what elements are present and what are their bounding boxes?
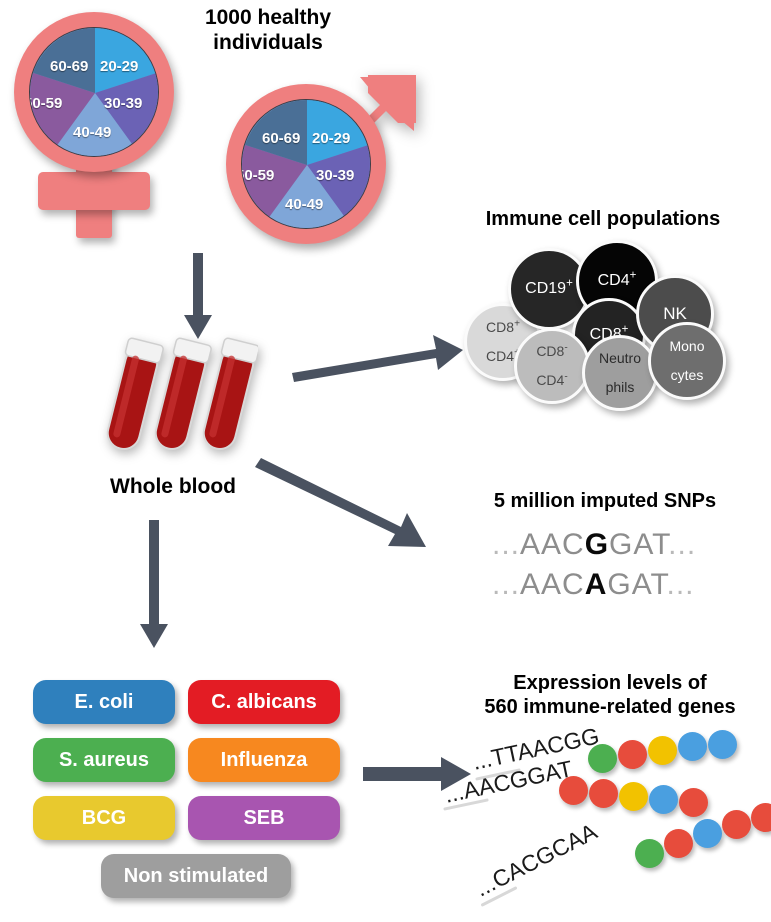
snp2-right: GAT xyxy=(607,568,667,601)
snp-sequence-2: ...AACAGAT... xyxy=(492,568,695,602)
strand-1-bead-3 xyxy=(648,736,677,765)
stimulus-label-influenza: Influenza xyxy=(220,748,308,771)
male-age-label-60-69: 60-69 xyxy=(262,130,301,147)
arrow-cohort-to-blood xyxy=(178,253,218,341)
strand-1-bead-4 xyxy=(678,732,707,761)
stimulus-label-c-albicans: C. albicans xyxy=(211,690,317,713)
expression-title-line2: 560 immune-related genes xyxy=(484,695,736,718)
female-age-label-30-39: 30-39 xyxy=(104,95,143,112)
strand-2-bead-1 xyxy=(559,776,588,805)
snp2-prefix: ... xyxy=(492,568,521,601)
strand-3-sequence: ...CACGCAA xyxy=(470,818,602,902)
arrow-blood-to-immune xyxy=(290,325,465,385)
snp-sequence-1: ...AACGGAT... xyxy=(492,528,696,562)
snp1-left: AAC xyxy=(520,528,585,561)
female-age-label-40-49: 40-49 xyxy=(73,124,112,141)
female-pie-svg xyxy=(30,28,158,156)
stimulus-label-e-coli: E. coli xyxy=(74,690,134,713)
female-age-label-20-29: 20-29 xyxy=(100,58,139,75)
male-age-label-40-49: 40-49 xyxy=(285,196,324,213)
strand-1-bead-1 xyxy=(588,744,617,773)
female-symbol: 20-29 30-39 40-49 50-59 60-69 xyxy=(8,12,198,242)
whole-blood-label: Whole blood xyxy=(110,475,236,498)
cell-monocytes: Mono cytes xyxy=(648,322,726,400)
cohort-title: 1000 healthy individuals xyxy=(178,6,358,56)
strand-1-bead-5 xyxy=(708,730,737,759)
snp1-variant: G xyxy=(584,528,610,561)
stimulus-non-stimulated[interactable]: Non stimulated xyxy=(101,854,291,898)
strand-3-bead-1 xyxy=(635,839,664,868)
cohort-title-line1: 1000 healthy xyxy=(204,6,332,29)
male-pie-svg xyxy=(242,100,370,228)
snp2-variant: A xyxy=(584,568,608,601)
cell-neutrophils: Neutro phils xyxy=(582,335,658,411)
cell-label-cd8neg-cd4neg: CD8- CD4- xyxy=(536,342,568,389)
male-symbol: 20-29 30-39 40-49 50-59 60-69 xyxy=(210,32,430,247)
stimulus-e-coli[interactable]: E. coli xyxy=(33,680,175,724)
stimulus-label-bcg: BCG xyxy=(81,806,127,829)
stimulus-label-seb: SEB xyxy=(243,806,285,829)
cell-cd8neg-cd4neg: CD8- CD4- xyxy=(514,328,590,404)
male-age-label-30-39: 30-39 xyxy=(316,167,355,184)
stimulus-label-non-stimulated: Non stimulated xyxy=(123,864,269,887)
cell-label-nk: NK xyxy=(663,304,687,324)
stimulus-seb[interactable]: SEB xyxy=(188,796,340,840)
male-age-label-20-29: 20-29 xyxy=(312,130,351,147)
female-symbol-crossbar xyxy=(38,172,150,210)
stimulus-bcg[interactable]: BCG xyxy=(33,796,175,840)
expression-strands: ...TTAACGG ...AACGGAT ...CACGCAA xyxy=(442,723,771,915)
cell-label-cd4pos: CD4+ xyxy=(597,269,637,289)
strand-2-bead-2 xyxy=(589,779,618,808)
expression-title: Expression levels of 560 immune-related … xyxy=(455,672,765,719)
blood-tubes-svg xyxy=(106,337,260,450)
cell-label-monocytes: Mono cytes xyxy=(669,338,705,384)
stimulus-c-albicans[interactable]: C. albicans xyxy=(188,680,340,724)
male-age-pie: 20-29 30-39 40-49 50-59 60-69 xyxy=(241,99,371,229)
snps-title: 5 million imputed SNPs xyxy=(493,490,717,512)
cell-label-cd19pos: CD19+ xyxy=(525,277,573,297)
arrow-stimuli-to-expression xyxy=(363,757,473,791)
cohort-title-line2: individuals xyxy=(213,30,323,54)
strand-3-bead-2 xyxy=(664,829,693,858)
stimulus-label-s-aureus: S. aureus xyxy=(58,748,150,771)
snp2-left: AAC xyxy=(520,568,585,601)
cell-label-neutrophils: Neutro phils xyxy=(598,350,642,396)
snp2-suffix: ... xyxy=(666,568,695,601)
strand-2-bead-4 xyxy=(649,785,678,814)
arrow-blood-to-snps xyxy=(255,455,458,565)
strand-3-bead-5 xyxy=(751,803,771,832)
blood-tubes xyxy=(98,330,260,470)
strand-2-bead-5 xyxy=(679,788,708,817)
snp1-right: GAT xyxy=(609,528,669,561)
male-age-label-50-59: 50-59 xyxy=(242,167,275,184)
expression-title-line1: Expression levels of xyxy=(513,672,707,694)
arrow-blood-to-stimuli xyxy=(135,520,175,650)
female-age-label-60-69: 60-69 xyxy=(50,58,89,75)
stimulus-s-aureus[interactable]: S. aureus xyxy=(33,738,175,782)
snp1-prefix: ... xyxy=(492,528,521,561)
strand-3-bead-4 xyxy=(722,810,751,839)
female-age-pie: 20-29 30-39 40-49 50-59 60-69 xyxy=(29,27,159,157)
immune-title: Immune cell populations xyxy=(485,208,721,230)
strand-2-bead-3 xyxy=(619,782,648,811)
immune-cell-cluster: CD8+ CD4+ CD19+ CD4+ CD8+ NK CD8- CD4- N… xyxy=(458,240,758,411)
strand-3-bead-3 xyxy=(693,819,722,848)
stimulus-influenza[interactable]: Influenza xyxy=(188,738,340,782)
strand-1-bead-2 xyxy=(618,740,647,769)
snp1-suffix: ... xyxy=(668,528,697,561)
female-age-label-50-59: 50-59 xyxy=(30,95,63,112)
